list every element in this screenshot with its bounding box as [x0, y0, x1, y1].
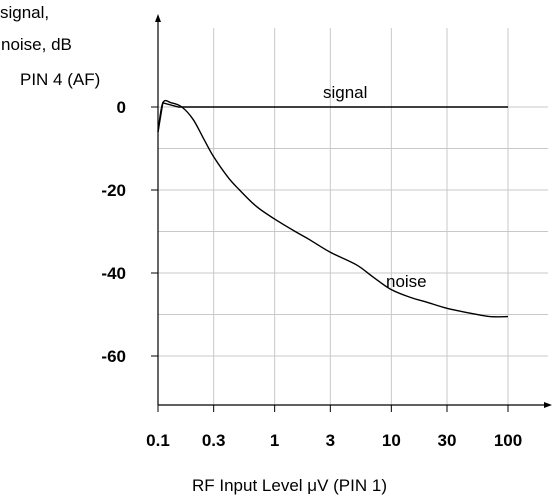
y-axis-title-line-1: signal, [0, 3, 49, 22]
y-tick-label: -60 [101, 347, 126, 366]
x-tick-label: 10 [382, 431, 401, 450]
x-tick-label: 0.3 [202, 431, 226, 450]
series-label-signal: signal [323, 83, 367, 102]
x-tick-label: 100 [494, 431, 522, 450]
y-axis-title-line-3: PIN 4 (AF) [20, 70, 100, 89]
grid [158, 28, 548, 405]
y-axis-title-line-2: noise, dB [1, 35, 72, 54]
series-line-signal [157, 101, 508, 133]
y-axis-arrow-icon [155, 14, 161, 22]
x-tick-label: 30 [438, 431, 457, 450]
labels: signal, noise, dB PIN 4 (AF) RF Input Le… [0, 3, 522, 495]
series-label-noise: noise [386, 272, 427, 291]
series [157, 99, 509, 318]
y-tick-label: -40 [101, 264, 126, 283]
x-tick-label: 3 [326, 431, 335, 450]
x-tick-label: 1 [270, 431, 279, 450]
y-tick-label: 0 [117, 98, 126, 117]
axes [151, 14, 552, 412]
y-tick-label: -20 [101, 181, 126, 200]
series-line-noise [157, 99, 509, 318]
x-axis-arrow-icon [544, 402, 552, 408]
x-tick-label: 0.1 [146, 431, 170, 450]
x-axis-title: RF Input Level μV (PIN 1) [192, 476, 387, 495]
